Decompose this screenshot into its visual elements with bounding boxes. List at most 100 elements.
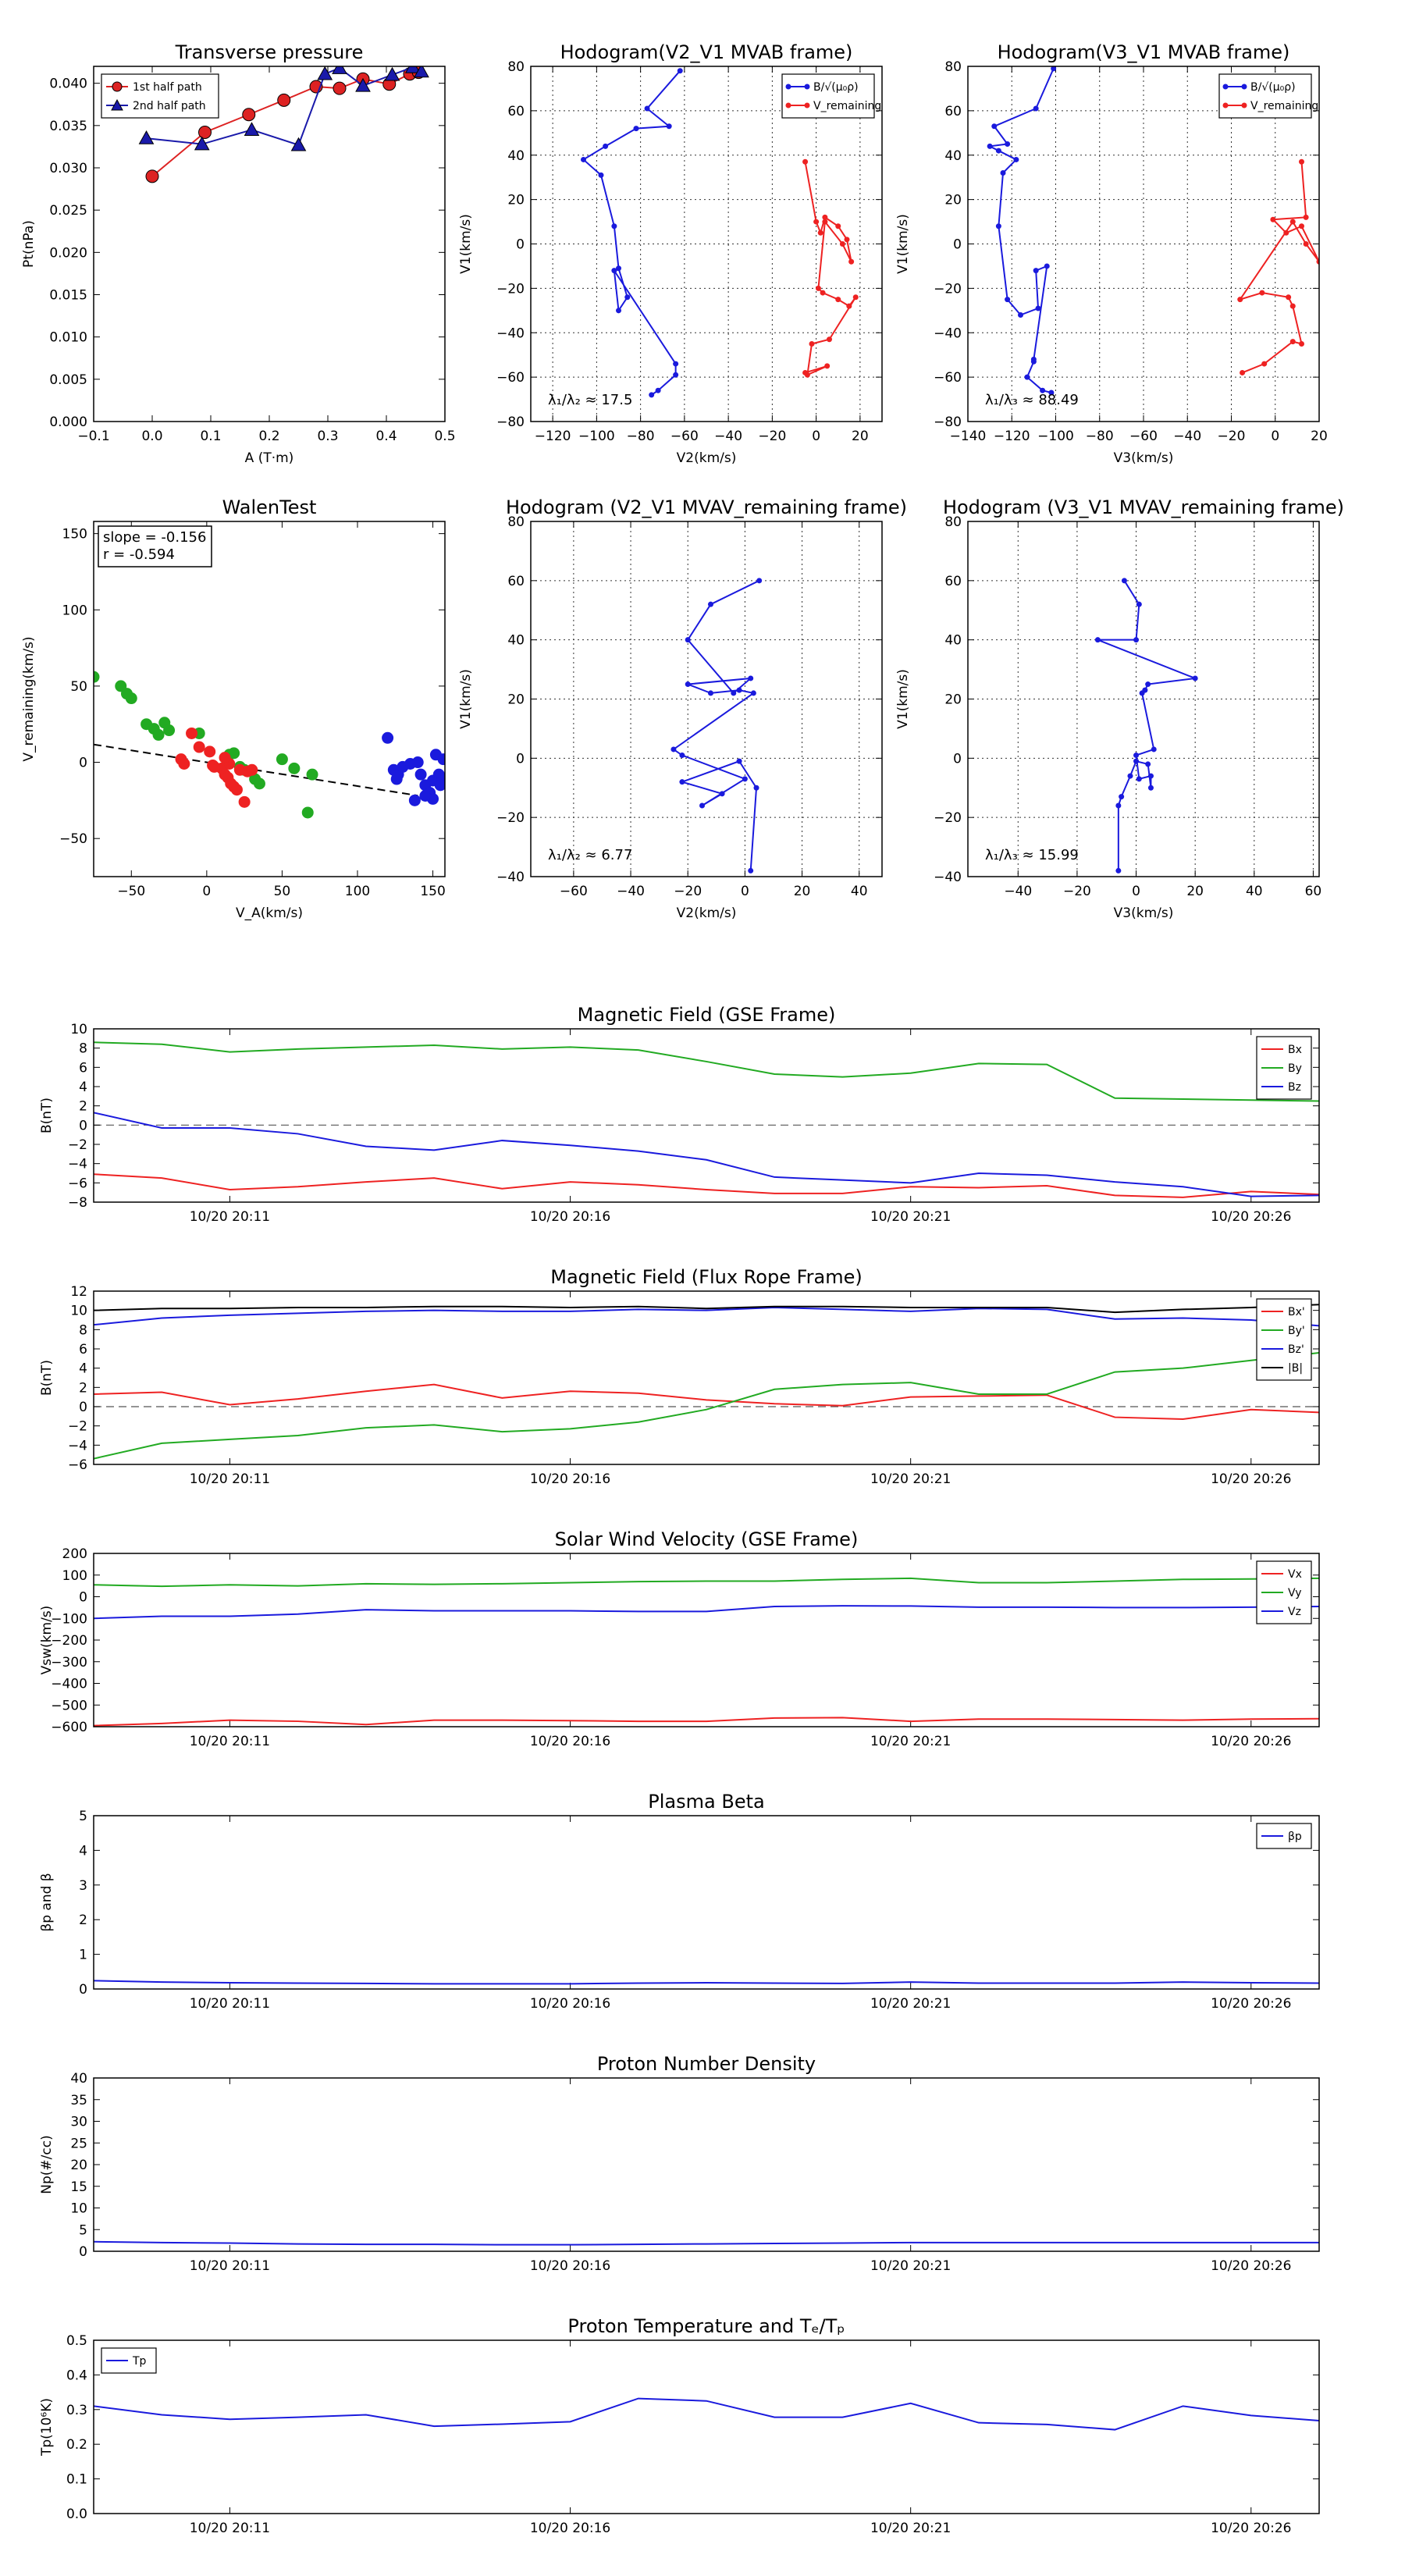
data-point	[1005, 141, 1011, 148]
y-tick-label: −4	[68, 1157, 87, 1172]
x-tick-label: 10/20 20:16	[530, 2521, 610, 2536]
plot-area	[94, 1577, 1319, 1727]
x-axis-label: V3(km/s)	[1114, 450, 1174, 466]
x-tick-label: 10/20 20:11	[190, 2521, 270, 2536]
plot-area	[670, 578, 763, 873]
data-point	[611, 223, 617, 229]
chart-title: Hodogram(V2_V1 MVAB frame)	[560, 41, 853, 63]
data-point	[991, 123, 998, 130]
y-tick-label: 0.000	[49, 415, 87, 430]
data-point	[1018, 312, 1023, 318]
legend-marker	[1241, 102, 1247, 109]
data-point	[677, 68, 683, 74]
y-tick-label: 200	[62, 1546, 87, 1562]
x-tick-label: −120	[994, 429, 1030, 444]
chart-np: Proton Number Density 10/20 20:11 10/20 20…	[39, 2053, 1320, 2274]
data-point	[611, 268, 617, 274]
plot-area	[94, 2397, 1319, 2431]
y-tick-label: −2	[68, 1419, 87, 1435]
legend: B/√(μ₀ρ) V_remaining	[781, 73, 881, 119]
legend-box	[781, 73, 875, 119]
legend-label: B/√(μ₀ρ)	[1250, 81, 1296, 94]
data-point	[736, 687, 742, 693]
legend: Tp	[101, 2347, 157, 2374]
x-tick-label: −60	[670, 429, 699, 444]
scatter-point	[115, 680, 127, 692]
legend-label: 2nd half path	[133, 100, 206, 112]
y-tick-label: 60	[507, 574, 525, 589]
y-tick-label: −20	[496, 810, 525, 826]
y-tick-label: 0.035	[49, 119, 87, 134]
x-tick-label: 10/20 20:21	[870, 2521, 951, 2536]
x-tick-label: 0.2	[258, 429, 279, 444]
y-tick-label: 0.0	[66, 2507, 87, 2522]
data-point	[1133, 753, 1140, 759]
y-tick-label: 0.020	[49, 245, 87, 261]
data-point	[1013, 156, 1019, 162]
data-point	[707, 690, 713, 696]
y-tick-label: −60	[496, 370, 525, 386]
data-point	[995, 148, 1001, 154]
data-point	[670, 746, 677, 753]
y-tick-label: −20	[934, 810, 962, 826]
series-line-2	[94, 1605, 1319, 1620]
y-tick-label: 3	[79, 1878, 87, 1894]
data-point	[277, 93, 291, 107]
legend-marker	[1222, 84, 1229, 90]
data-point	[1261, 361, 1268, 367]
legend-marker	[112, 81, 123, 92]
chart-h2: Hodogram(V3_V1 MVAB frame) −140 −120 −100 −8…	[895, 41, 1328, 466]
y-tick-label: 80	[944, 514, 962, 530]
y-axis-label: Tp(10⁶K)	[39, 2398, 55, 2457]
scatter-point	[208, 760, 221, 773]
x-tick-label: 10/20 20:26	[1211, 2258, 1291, 2274]
chart-tp: Transverse pressure −0.1 0.0 0.1 0.2 0.3 0.4 0.…	[21, 41, 456, 466]
scatter-point	[390, 773, 403, 785]
data-point	[679, 753, 685, 759]
series-line-1	[146, 66, 422, 146]
data-point	[813, 219, 820, 225]
annotation-text: slope = -0.156	[103, 529, 206, 546]
data-point	[1030, 358, 1037, 365]
y-tick-label: 5	[79, 1809, 87, 1824]
data-point	[598, 172, 604, 178]
y-tick-label: 20	[70, 2158, 87, 2173]
data-point	[824, 363, 831, 369]
data-point	[145, 169, 159, 183]
y-tick-label: 5	[79, 2222, 87, 2238]
y-axis-label: V1(km/s)	[458, 214, 474, 274]
chart-title: Hodogram(V3_V1 MVAB frame)	[998, 41, 1290, 63]
y-tick-label: 0	[79, 1982, 87, 1998]
series-line-1	[94, 1577, 1319, 1588]
y-tick-label: 60	[944, 104, 962, 119]
legend: βp	[1256, 1823, 1312, 1849]
y-tick-label: −80	[934, 415, 962, 430]
data-point	[1259, 290, 1265, 296]
y-tick-label: 30	[70, 2115, 87, 2130]
y-tick-label: −50	[59, 831, 87, 847]
x-tick-label: 10/20 20:11	[190, 1209, 270, 1225]
data-point	[624, 294, 631, 301]
x-tick-label: 0	[1271, 429, 1279, 444]
annotation-text: λ₁/λ₂ ≈ 17.5	[548, 392, 632, 408]
data-point	[987, 143, 993, 149]
y-tick-label: 0.015	[49, 288, 87, 304]
scatter-point	[306, 768, 318, 781]
y-tick-label: 20	[507, 692, 525, 708]
annotation-text: λ₁/λ₃ ≈ 88.49	[985, 392, 1079, 408]
y-tick-label: 0	[516, 237, 525, 253]
y-tick-label: 20	[944, 692, 962, 708]
chart-title: WalenTest	[222, 496, 317, 518]
y-tick-label: 8	[79, 1041, 87, 1057]
legend-label: V_remaining	[1250, 100, 1318, 112]
legend-marker	[1222, 102, 1229, 109]
x-tick-label: 10/20 20:11	[190, 1734, 270, 1749]
scatter-point	[288, 762, 301, 774]
data-point	[581, 156, 586, 162]
y-tick-label: 0.010	[49, 330, 87, 346]
legend-box	[1218, 73, 1312, 119]
x-tick-label: −140	[950, 429, 987, 444]
data-point	[1136, 776, 1142, 782]
plot-frame	[93, 1290, 1320, 1465]
y-tick-label: 4	[79, 1080, 87, 1095]
